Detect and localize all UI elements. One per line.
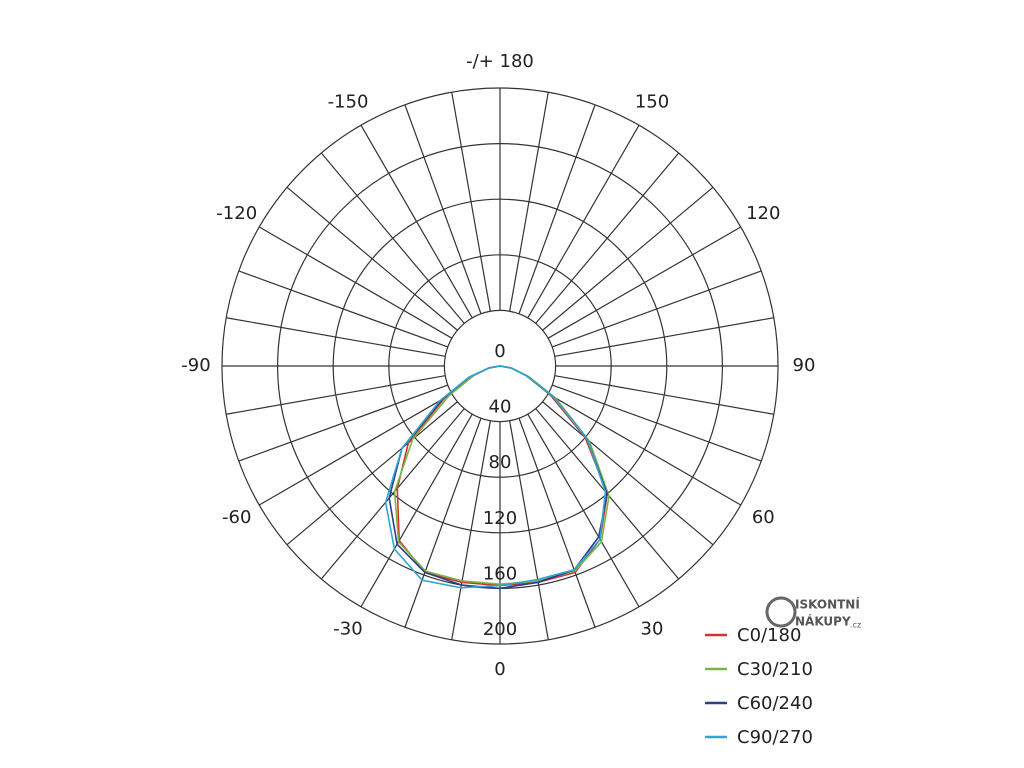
angle-tick-label: -90: [181, 355, 210, 376]
legend-label: C60/240: [737, 693, 813, 714]
grid-spoke: [554, 375, 774, 415]
angle-tick-label: 90: [793, 355, 816, 376]
grid-spoke: [258, 226, 453, 339]
angle-tick-label: 120: [746, 203, 780, 224]
grid-spoke: [404, 104, 482, 314]
angle-tick-label: -30: [333, 618, 362, 639]
grid-spoke: [360, 413, 473, 608]
grid-spoke: [527, 124, 640, 319]
grid-spoke: [552, 384, 762, 462]
series-line: [393, 365, 610, 586]
grid-spoke: [535, 152, 680, 324]
grid-spoke: [518, 104, 596, 314]
r-tick-label: 40: [489, 397, 512, 418]
legend-label: C30/210: [737, 659, 813, 680]
grid-spoke: [554, 317, 774, 357]
grid-spoke: [509, 92, 549, 312]
grid-spoke: [542, 186, 714, 331]
grid-spoke: [509, 420, 549, 640]
grid-spoke: [360, 124, 473, 319]
grid-spoke: [547, 393, 742, 506]
grid-spoke: [286, 186, 458, 331]
angle-tick-label: -150: [328, 92, 369, 113]
grid-spoke: [320, 408, 465, 580]
watermark-text: .cz: [850, 621, 861, 630]
angle-tick-label: 30: [641, 618, 664, 639]
grid-spoke: [226, 375, 446, 415]
grid-spoke: [527, 413, 640, 608]
grid-spoke: [518, 418, 596, 628]
legend-label: C90/270: [737, 727, 813, 748]
angle-tick-label: -60: [222, 507, 251, 528]
angle-tick-label: -/+ 180: [466, 51, 534, 72]
grid-spoke: [404, 418, 482, 628]
grid-spoke: [286, 401, 458, 546]
grid-spoke: [451, 92, 491, 312]
series-line: [384, 365, 607, 589]
angle-tick-label: 150: [635, 92, 669, 113]
watermark-logo: [765, 596, 797, 628]
angle-tick-label: 60: [752, 507, 775, 528]
angle-tick-label: 0: [494, 659, 505, 680]
grid-spoke: [238, 384, 448, 462]
legend-label: C0/180: [737, 625, 801, 646]
r-tick-label: 0: [494, 341, 505, 362]
grid-spoke: [226, 317, 446, 357]
r-tick-label: 160: [483, 563, 517, 584]
grid-spoke: [552, 270, 762, 348]
grid-spoke: [451, 420, 491, 640]
angle-tick-label: -120: [216, 203, 257, 224]
r-tick-label: 80: [489, 452, 512, 473]
grid-spoke: [547, 226, 742, 339]
r-tick-label: 120: [483, 508, 517, 529]
grid-spoke: [238, 270, 448, 348]
r-tick-label: 200: [483, 619, 517, 640]
watermark-text: NÁKUPY: [795, 614, 851, 629]
watermark: ISKONTNÍ NÁKUPY .cz: [765, 596, 861, 630]
grid-spoke: [320, 152, 465, 324]
grid-spoke: [542, 401, 714, 546]
watermark-text: ISKONTNÍ: [795, 597, 860, 612]
grid-spoke: [258, 393, 453, 506]
